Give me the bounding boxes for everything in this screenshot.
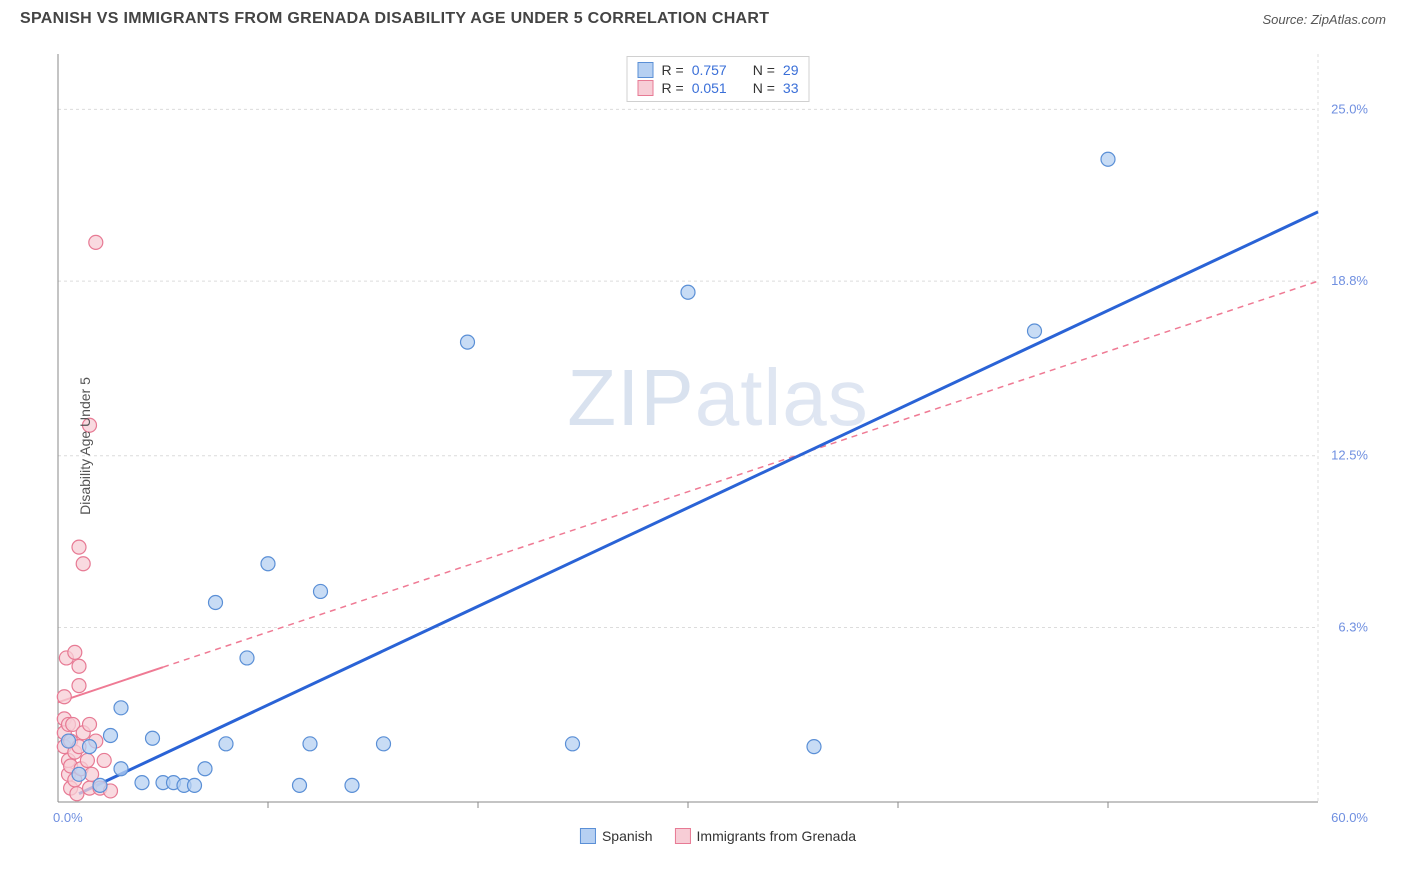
legend-stats: R = 0.757 N = 29 R = 0.051 N = 33: [627, 56, 810, 102]
legend-label-spanish: Spanish: [602, 828, 653, 844]
legend-r-label: R =: [662, 62, 684, 78]
source-credit: Source: ZipAtlas.com: [1262, 12, 1386, 27]
legend-r-value-grenada: 0.051: [692, 80, 727, 96]
legend-swatch-spanish: [638, 62, 654, 78]
y-axis-label: Disability Age Under 5: [77, 377, 93, 515]
title-bar: SPANISH VS IMMIGRANTS FROM GRENADA DISAB…: [0, 0, 1406, 34]
legend-swatch-grenada: [638, 80, 654, 96]
source-name: ZipAtlas.com: [1311, 12, 1386, 27]
legend-item-grenada: Immigrants from Grenada: [675, 828, 857, 844]
legend-swatch-grenada: [675, 828, 691, 844]
svg-text:6.3%: 6.3%: [1338, 619, 1368, 634]
legend-series: Spanish Immigrants from Grenada: [580, 828, 856, 844]
legend-n-value-spanish: 29: [783, 62, 799, 78]
svg-text:0.0%: 0.0%: [53, 810, 83, 825]
legend-stats-row: R = 0.051 N = 33: [638, 79, 799, 97]
legend-n-label: N =: [753, 80, 775, 96]
svg-text:60.0%: 60.0%: [1331, 810, 1368, 825]
svg-text:25.0%: 25.0%: [1331, 101, 1368, 116]
legend-r-value-spanish: 0.757: [692, 62, 727, 78]
legend-item-spanish: Spanish: [580, 828, 653, 844]
plot-area: Disability Age Under 5 6.3% 12.5% 18.8% 25.…: [48, 50, 1388, 842]
legend-swatch-spanish: [580, 828, 596, 844]
legend-stats-row: R = 0.757 N = 29: [638, 61, 799, 79]
scatter-chart: 6.3% 12.5% 18.8% 25.0% 0.0% 60.0%: [48, 50, 1388, 842]
legend-n-label: N =: [753, 62, 775, 78]
svg-text:12.5%: 12.5%: [1331, 448, 1368, 463]
legend-label-grenada: Immigrants from Grenada: [697, 828, 857, 844]
chart-title: SPANISH VS IMMIGRANTS FROM GRENADA DISAB…: [20, 10, 769, 28]
svg-text:18.8%: 18.8%: [1331, 273, 1368, 288]
source-prefix: Source:: [1262, 12, 1310, 27]
legend-r-label: R =: [662, 80, 684, 96]
legend-n-value-grenada: 33: [783, 80, 799, 96]
